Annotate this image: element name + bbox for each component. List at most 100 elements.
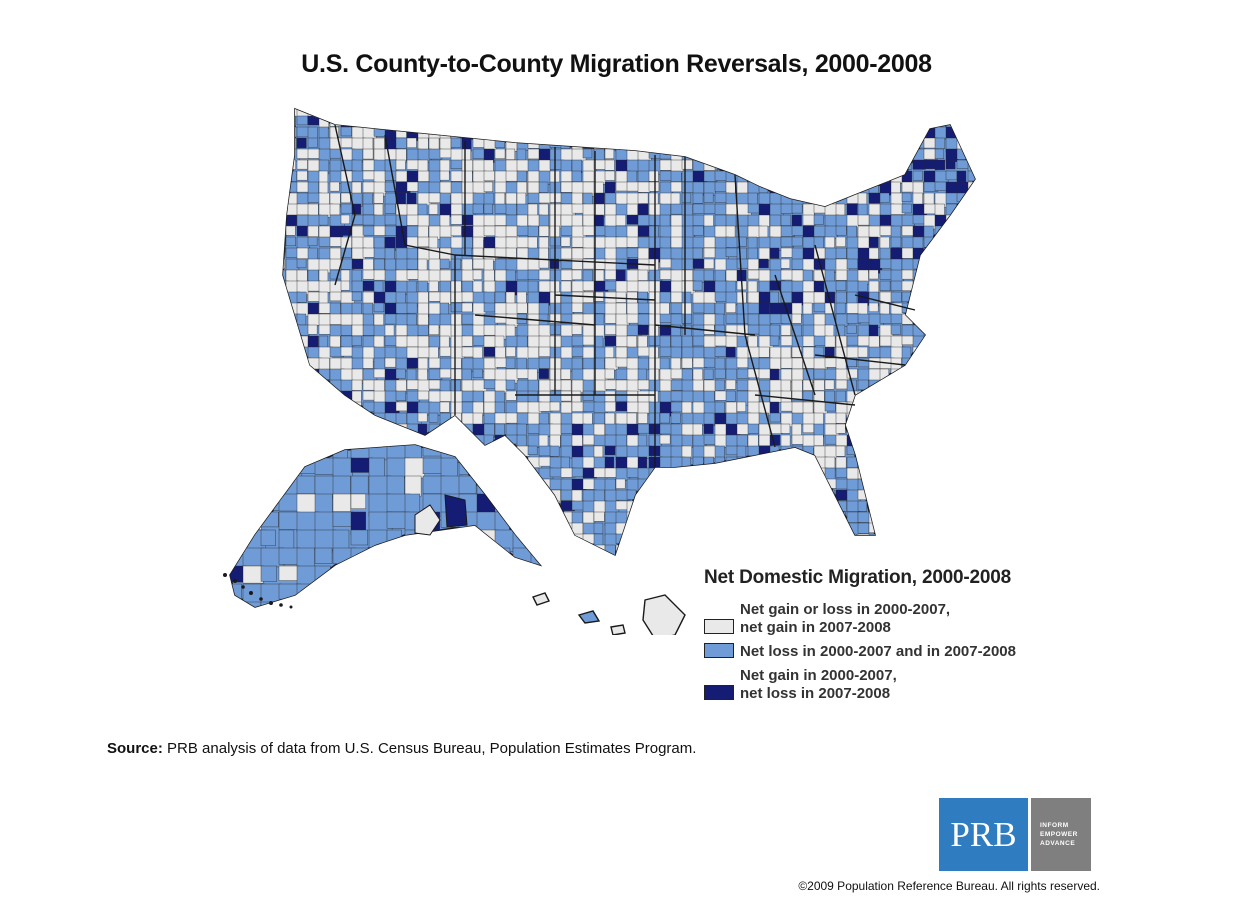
county-cell [604, 109, 616, 118]
county-cell [373, 269, 387, 281]
county-cell [428, 324, 440, 335]
county-cell [593, 489, 605, 502]
county-cell [824, 544, 835, 555]
county-cell [670, 170, 682, 182]
county-cell [879, 478, 894, 491]
county-cell [404, 583, 421, 607]
county-cell [318, 412, 330, 426]
county-cell [857, 401, 871, 413]
county-cell [439, 533, 455, 547]
county-cell [802, 390, 813, 404]
county-cell [384, 203, 396, 214]
county-cell [747, 434, 759, 448]
county-cell [890, 379, 902, 391]
county-cell [934, 357, 948, 369]
county-cell [670, 544, 682, 555]
county-cell [637, 390, 651, 403]
county-cell [736, 423, 750, 435]
county-cell [406, 109, 418, 115]
county-cell [483, 302, 496, 313]
county-cell [868, 280, 880, 294]
county-cell [283, 291, 288, 306]
county-cell [283, 225, 287, 239]
county-cell [351, 324, 365, 336]
county-cell [923, 412, 937, 426]
county-cell [670, 511, 683, 523]
county-cell [692, 467, 704, 483]
county-cell [824, 434, 838, 445]
county-cell [780, 170, 795, 185]
county-cell [571, 511, 583, 524]
county-cell [538, 511, 551, 524]
county-cell [461, 115, 473, 130]
county-cell [530, 547, 540, 566]
county-cell [283, 214, 287, 228]
county-cell [604, 192, 617, 205]
county-cell [659, 170, 673, 181]
county-cell [813, 126, 825, 139]
county-cell [384, 291, 397, 305]
county-cell [307, 379, 319, 390]
county-cell [934, 346, 949, 357]
county-cell [483, 159, 494, 172]
county-cell [318, 302, 332, 314]
county-cell [780, 390, 792, 403]
county-cell [879, 236, 890, 250]
county-cell [549, 445, 560, 457]
county-cell [945, 478, 958, 493]
county-cell [615, 456, 628, 470]
county-cell [422, 583, 438, 607]
county-cell [458, 475, 477, 494]
county-cell [417, 324, 429, 336]
county-cell [912, 126, 926, 138]
county-cell [791, 170, 804, 183]
county-cell [725, 544, 737, 555]
county-cell [615, 236, 629, 248]
county-cell [318, 445, 332, 457]
county-cell [890, 544, 904, 555]
county-cell [945, 269, 959, 283]
county-cell [681, 115, 697, 130]
county-cell [913, 556, 925, 567]
county-cell [395, 109, 408, 116]
county-cell [736, 445, 747, 458]
county-cell [923, 478, 934, 494]
county-cell [373, 423, 384, 438]
county-cell [352, 556, 366, 565]
county-cell [395, 324, 409, 336]
county-cell [417, 109, 429, 116]
county-cell [648, 533, 663, 544]
county-cell [670, 291, 683, 303]
county-cell [912, 170, 923, 181]
county-cell [527, 302, 541, 316]
county-cell [296, 390, 307, 403]
county-cell [736, 148, 747, 163]
county-cell [879, 434, 894, 445]
county-cell [967, 225, 975, 236]
county-cell [604, 346, 615, 358]
legend-swatch [704, 685, 734, 700]
county-cell [824, 225, 838, 239]
county-cell [846, 544, 858, 555]
county-cell [296, 529, 316, 551]
county-cell [791, 236, 803, 247]
county-cell [626, 412, 637, 426]
county-cell [571, 302, 583, 313]
county-cell [461, 544, 472, 555]
county-cell [945, 357, 956, 369]
county-cell [835, 126, 846, 137]
county-cell [901, 533, 916, 545]
county-cell [538, 533, 554, 547]
county-cell [945, 335, 961, 347]
county-cell [583, 556, 593, 568]
county-cell [681, 126, 693, 142]
county-cell [824, 511, 836, 522]
county-cell [648, 109, 660, 115]
county-cell [318, 115, 330, 129]
county-cell [692, 489, 704, 504]
county-cell [725, 126, 739, 141]
county-cell [582, 170, 596, 182]
county-cell [458, 583, 483, 603]
county-cell [340, 324, 353, 336]
county-cell [890, 423, 902, 437]
